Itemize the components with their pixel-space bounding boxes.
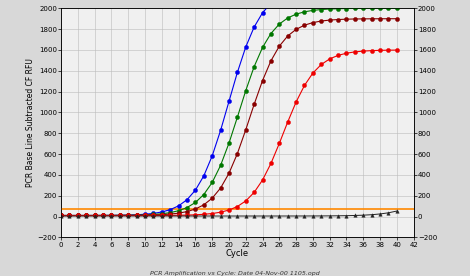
X-axis label: Cycle: Cycle [226,249,249,258]
Text: PCR Amplification vs Cycle: Date 04-Nov-00 1105.opd: PCR Amplification vs Cycle: Date 04-Nov-… [150,271,320,276]
Y-axis label: PCR Base Line Subtracted CF RFU: PCR Base Line Subtracted CF RFU [26,59,35,187]
